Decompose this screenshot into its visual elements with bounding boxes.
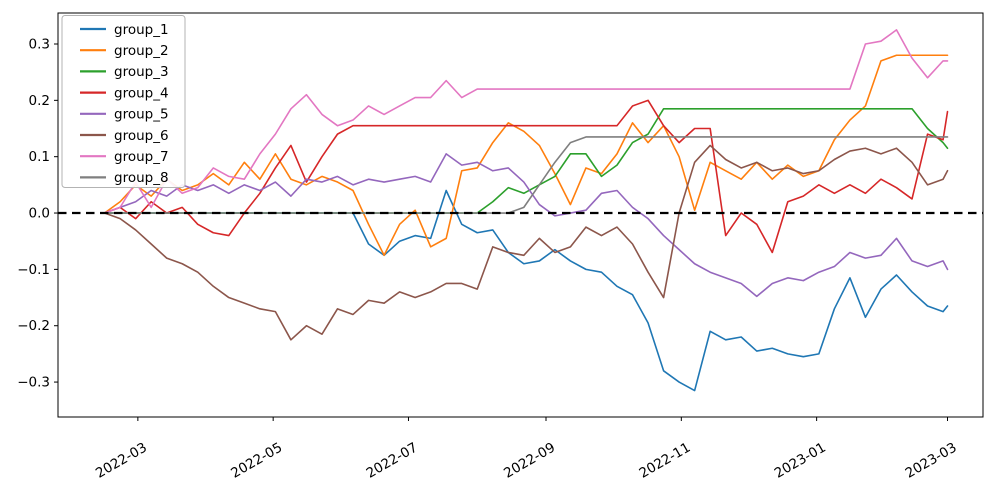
legend-item-group_5: group_5 [80,107,169,123]
legend-label: group_7 [114,149,169,165]
legend-label: group_4 [114,85,169,101]
legend-item-group_2: group_2 [80,43,169,59]
legend-label: group_6 [114,128,169,144]
y-tick-label: 0.2 [29,93,50,109]
legend-item-group_6: group_6 [80,128,169,144]
legend-item-group_3: group_3 [80,64,169,80]
series-line-group_7 [103,29,949,214]
y-axis: 0.3 0.2 0.1 0.0 −0.1 −0.2 −0.3 [17,36,58,391]
series-line-group_6 [103,144,949,341]
y-tick-label: −0.1 [17,262,50,278]
y-tick-label: 0.1 [29,149,50,165]
legend-label: group_8 [114,170,169,186]
y-tick-label: 0.3 [29,36,50,52]
y-tick-label: −0.3 [17,375,50,391]
legend-label: group_1 [114,22,169,38]
legend: group_1 group_2 group_3 group_4 group_5group… [61,15,186,188]
axes-spines [57,12,984,418]
legend-item-group_4: group_4 [80,85,169,101]
legend-label: group_3 [114,64,169,80]
legend-box [61,15,186,188]
y-tick-label: −0.2 [17,318,50,334]
legend-item-group_7: group_7 [80,149,169,165]
legend-item-group_1: group_1 [80,22,169,38]
series-line-group_5 [103,153,949,298]
legend-label: group_2 [114,43,169,59]
legend-label: group_5 [114,107,169,123]
legend-item-group_8: group_8 [80,170,169,186]
y-tick-label: 0.0 [29,206,50,222]
series-line-group_4 [103,99,949,254]
